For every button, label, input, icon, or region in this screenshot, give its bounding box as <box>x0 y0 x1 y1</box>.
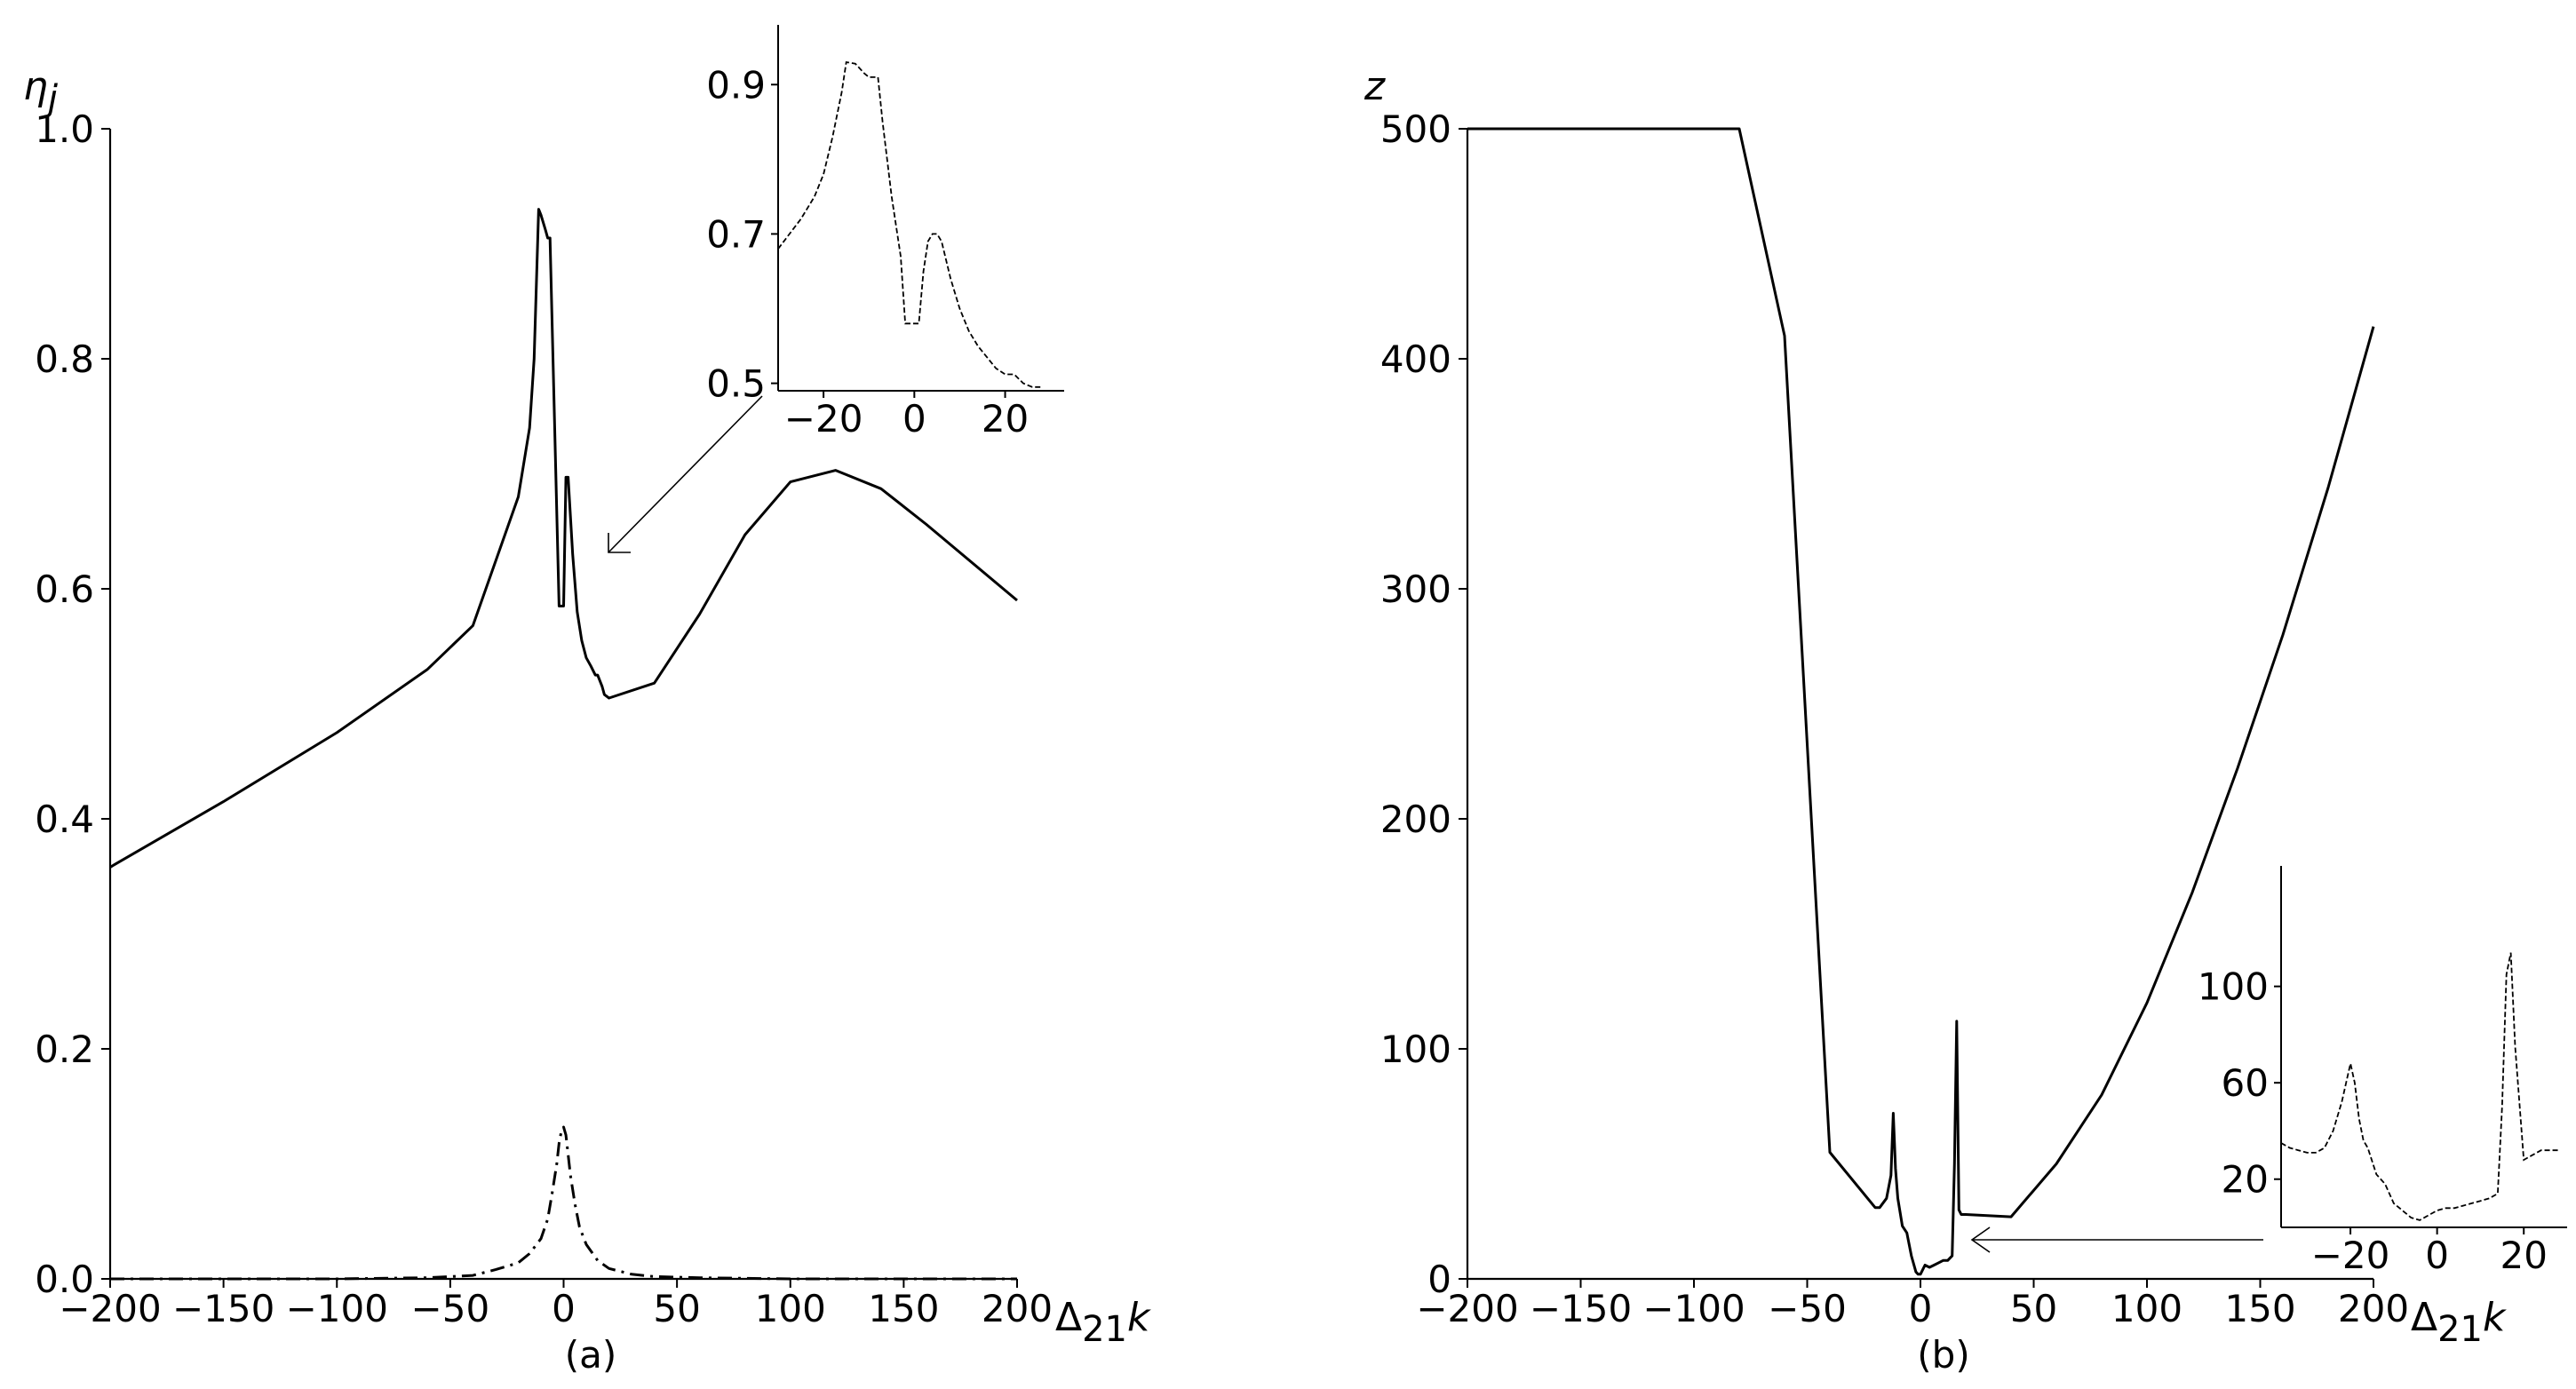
x-tick-label: −50 <box>1768 1287 1847 1330</box>
inset-y-tick-label: 0.7 <box>706 212 766 256</box>
y-tick-label: 200 <box>1380 798 1451 841</box>
panel-a-series <box>109 208 1018 1281</box>
series-line-solid <box>1467 127 2375 1276</box>
panel-a-inset: −20 0 20 0.5 0.7 0.9 <box>706 25 1064 441</box>
inset-x-tick-label: −20 <box>2311 1234 2390 1277</box>
panel-a-inset-arrow <box>608 395 763 553</box>
y-tick-label: 300 <box>1380 568 1451 611</box>
y-tick-label: 500 <box>1380 107 1451 151</box>
panel-b-x-ticks: −200 −150 −100 −50 0 50 100 150 200 <box>1416 1279 2409 1330</box>
panel-b-inset-arrow <box>1970 1226 2263 1253</box>
panel-a-caption: (a) <box>565 1333 617 1377</box>
panel-b: −200 −150 −100 −50 0 50 100 150 200 010020030040… <box>1364 64 2567 1377</box>
series-line-dashdot <box>110 1125 1017 1281</box>
x-tick-label: 150 <box>868 1287 939 1330</box>
panel-a-inset-y-ticks: 0.5 0.7 0.9 <box>706 63 778 406</box>
panel-b-series <box>1467 127 2375 1276</box>
panel-a-inset-series <box>777 60 1042 388</box>
x-tick-label: −100 <box>1642 1287 1745 1330</box>
inset-y-tick-label: 20 <box>2222 1158 2269 1202</box>
panel-a-x-axis-label: Δ21k <box>1055 1295 1151 1350</box>
y-tick-label: 0 <box>1427 1258 1451 1301</box>
y-tick-label: 1.0 <box>35 107 94 151</box>
y-tick-label: 0.8 <box>35 337 94 381</box>
panel-b-inset-x-ticks: −20 0 20 <box>2311 1227 2548 1277</box>
panel-a-inset-x-ticks: −20 0 20 <box>784 391 1029 441</box>
x-tick-label: 100 <box>2111 1287 2182 1330</box>
panel-b-caption: (b) <box>1917 1333 1969 1377</box>
x-tick-label: −200 <box>1416 1287 1518 1330</box>
x-tick-label: 50 <box>2010 1287 2057 1330</box>
panel-b-inset-series <box>2280 952 2559 1221</box>
x-tick-label: −200 <box>59 1287 161 1330</box>
inset-x-tick-label: 0 <box>2425 1234 2449 1277</box>
inset-series-line <box>2280 952 2559 1221</box>
y-tick-label: 0.6 <box>35 568 94 611</box>
inset-x-tick-label: −20 <box>784 397 863 441</box>
inset-y-tick-label: 60 <box>2222 1061 2269 1105</box>
inset-y-tick-label: 0.5 <box>706 362 766 406</box>
x-tick-label: −50 <box>411 1287 490 1330</box>
series-line-solid <box>109 208 1018 869</box>
panel-a-axes <box>108 129 1017 1281</box>
x-tick-label: 200 <box>982 1287 1053 1330</box>
x-tick-label: 200 <box>2338 1287 2409 1330</box>
y-tick-label: 0.4 <box>35 798 94 841</box>
panel-b-axes <box>1466 129 2373 1281</box>
y-tick-label: 0.2 <box>35 1028 94 1071</box>
inset-x-tick-label: 0 <box>902 397 926 441</box>
x-tick-label: −100 <box>286 1287 388 1330</box>
y-tick-label: 100 <box>1380 1028 1451 1071</box>
x-tick-label: 50 <box>653 1287 700 1330</box>
panel-a-x-ticks: −200 −150 −100 −50 0 50 100 150 200 <box>59 1279 1053 1330</box>
inset-series-line <box>777 60 1042 388</box>
panel-b-inset: −20 0 20 20 60 100 <box>2198 866 2567 1277</box>
x-tick-label: −150 <box>1530 1287 1632 1330</box>
x-tick-label: 150 <box>2224 1287 2295 1330</box>
panel-b-inset-y-ticks: 20 60 100 <box>2198 965 2281 1202</box>
x-tick-label: 0 <box>552 1287 576 1330</box>
inset-x-tick-label: 20 <box>2500 1234 2547 1277</box>
x-tick-label: −150 <box>172 1287 274 1330</box>
y-tick-label: 0.0 <box>35 1258 94 1301</box>
inset-y-tick-label: 0.9 <box>706 63 766 107</box>
panel-a-y-ticks: 0.0 0.2 0.4 0.6 0.8 1.0 <box>35 107 110 1301</box>
panel-b-x-axis-label: Δ21k <box>2411 1295 2507 1350</box>
panel-a: −200 −150 −100 −50 0 50 100 150 200 0.00.20.40.6… <box>23 25 1151 1377</box>
panel-b-y-axis-label: z <box>1364 64 1386 109</box>
y-tick-label: 400 <box>1380 337 1451 381</box>
inset-y-tick-label: 100 <box>2198 965 2269 1009</box>
panel-a-y-axis-label: ηj <box>23 64 59 119</box>
x-tick-label: 100 <box>755 1287 826 1330</box>
inset-x-tick-label: 20 <box>982 397 1029 441</box>
x-tick-label: 0 <box>1909 1287 1933 1330</box>
panel-b-y-ticks: 0 100 200 300 400 500 <box>1380 107 1467 1301</box>
